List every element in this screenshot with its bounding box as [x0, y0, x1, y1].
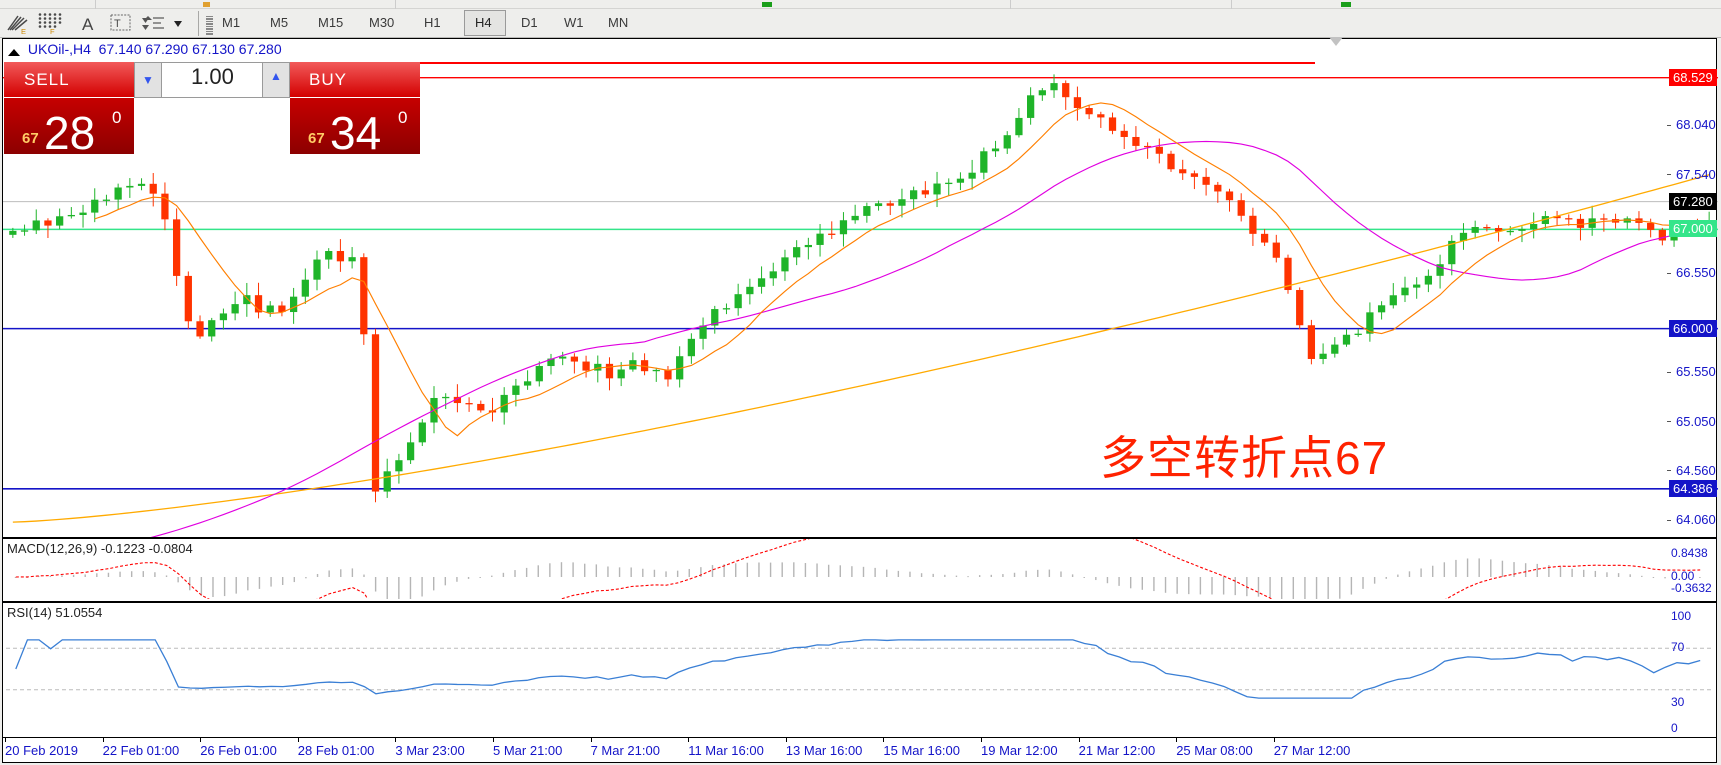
svg-text:F: F: [50, 27, 55, 35]
svg-text:E: E: [21, 27, 26, 35]
svg-text:T: T: [114, 18, 121, 30]
